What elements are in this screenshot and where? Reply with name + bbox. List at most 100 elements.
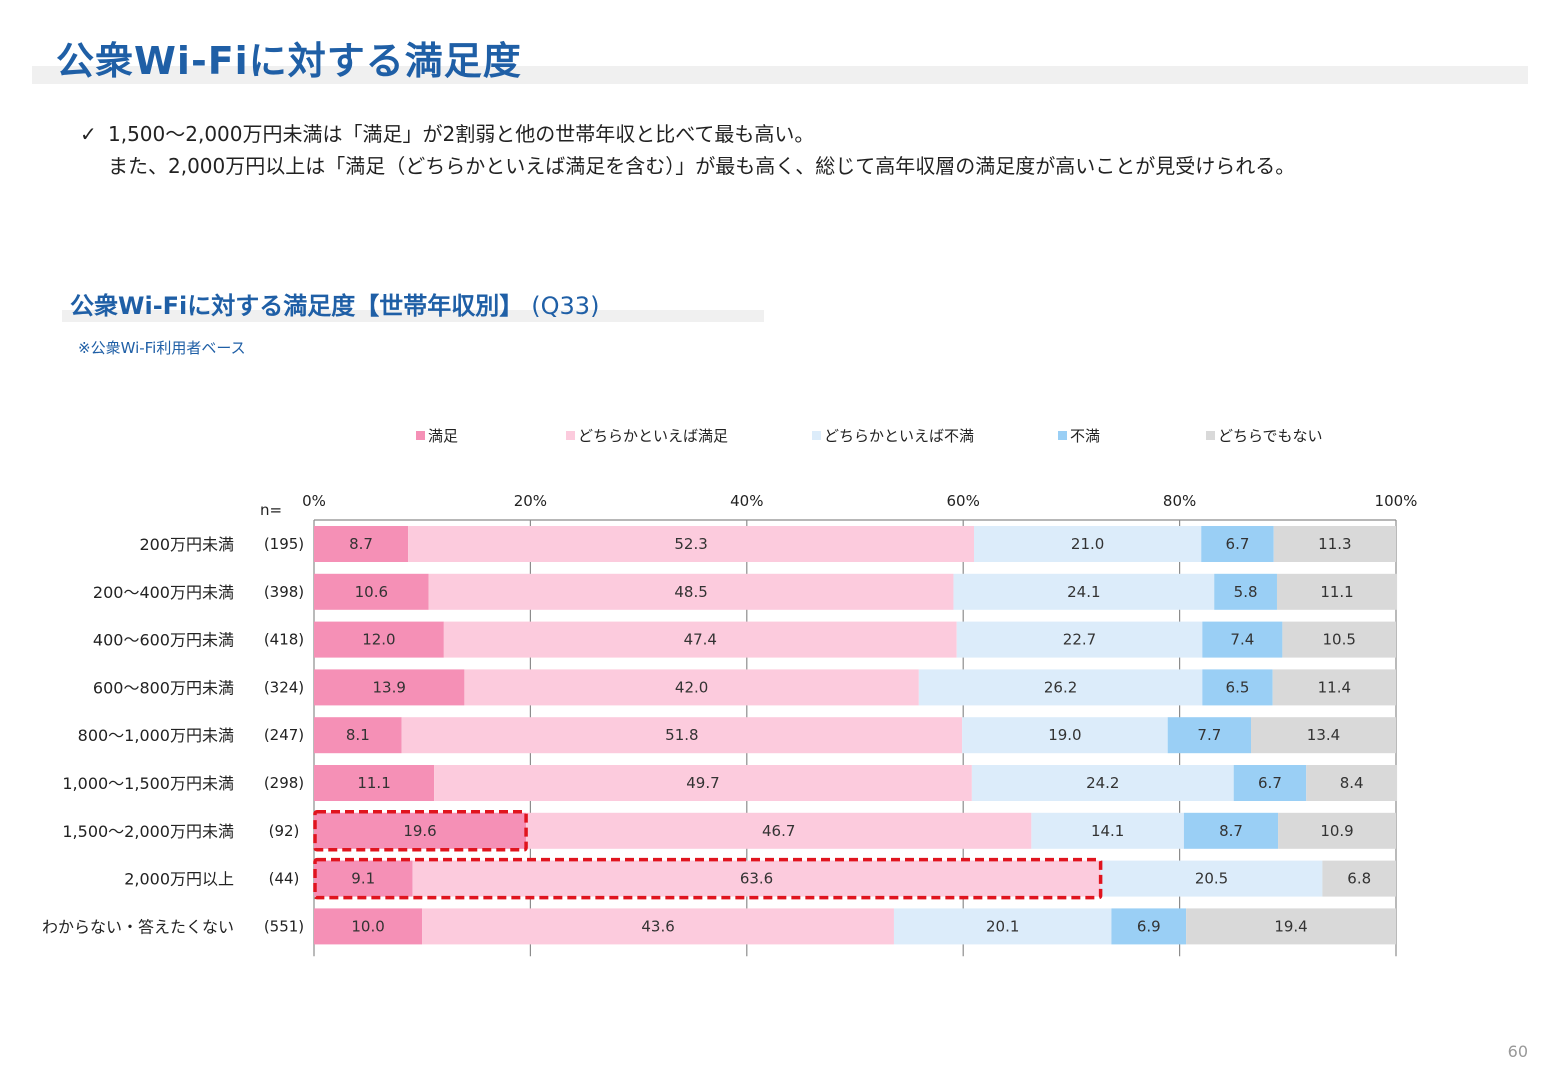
bar-segment	[526, 812, 1032, 849]
data-label: 8.4	[1340, 774, 1364, 792]
bar-segment	[1322, 860, 1396, 897]
bar-segment	[893, 908, 1112, 945]
data-label: 7.7	[1197, 726, 1221, 744]
data-label: 24.1	[1067, 583, 1100, 601]
bar-segment	[1233, 765, 1307, 801]
x-tick-label: 80%	[1163, 492, 1196, 510]
bar-segment	[1201, 526, 1274, 562]
category-label: 800～1,000万円未満	[78, 726, 234, 745]
bar-segment	[314, 860, 413, 897]
data-label: 8.7	[349, 535, 373, 553]
data-label: 19.4	[1274, 917, 1307, 935]
category-label: 600～800万円未満	[93, 678, 234, 697]
page-number: 60	[1507, 1042, 1528, 1061]
data-label: 19.6	[403, 822, 436, 840]
legend-label: 満足	[428, 427, 458, 445]
data-label: 10.0	[351, 917, 384, 935]
data-label: 63.6	[740, 870, 773, 888]
bar-segment	[314, 573, 429, 610]
data-label: 9.1	[351, 870, 375, 888]
data-label: 10.9	[1320, 822, 1353, 840]
data-label: 11.1	[1320, 583, 1353, 601]
bar-segment	[962, 717, 1168, 754]
bar-segment	[1273, 526, 1396, 562]
data-label: 52.3	[674, 535, 707, 553]
data-label: 20.1	[986, 917, 1019, 935]
n-count-label: (195)	[264, 535, 304, 553]
bar-segment	[1276, 573, 1398, 610]
bar-segment	[1282, 621, 1396, 658]
data-label: 6.7	[1258, 774, 1282, 792]
base-note: ※公衆Wi-Fi利用者ベース	[78, 339, 246, 357]
legend-label: どちらでもない	[1218, 427, 1323, 445]
question-code: (Q33)	[531, 292, 600, 320]
data-label: 43.6	[641, 917, 674, 935]
bar-segment	[1272, 669, 1396, 706]
data-label: 11.3	[1318, 535, 1351, 553]
bar-segment	[314, 526, 409, 562]
bar-segment	[314, 908, 423, 945]
bar-segment	[1111, 908, 1187, 945]
data-label: 48.5	[674, 583, 707, 601]
bar-segment	[974, 526, 1202, 562]
bar-segment	[314, 621, 444, 658]
category-label: 2,000万円以上	[124, 870, 234, 889]
bar-segment	[1278, 812, 1396, 849]
stacked-bar-chart: 満足 どちらかといえば満足 どちらかといえば不満 不満 どちらでもない n= 0% 20% 40…	[42, 427, 1417, 957]
chart-title-underline-band	[62, 310, 764, 322]
bar-segment	[464, 669, 919, 706]
category-label: 200～400万円未満	[93, 583, 234, 602]
legend-swatch	[812, 431, 821, 440]
bar-segment	[918, 669, 1203, 706]
chart-title-text: 公衆Wi-Fiに対する満足度【世帯年収別】	[70, 292, 524, 320]
bar-segment	[314, 717, 402, 754]
n-count-label: (298)	[264, 774, 304, 792]
bar-segment	[1306, 765, 1398, 801]
bar-segment	[956, 621, 1203, 658]
bar-segment	[422, 908, 894, 945]
n-count-label: (247)	[264, 726, 304, 744]
x-tick-label: 60%	[947, 492, 980, 510]
legend-swatch	[1058, 431, 1067, 440]
data-label: 7.4	[1230, 631, 1254, 649]
chart-title: 公衆Wi-Fiに対する満足度【世帯年収別】 (Q33)	[70, 286, 599, 321]
page-title: 公衆Wi-Fiに対する満足度	[56, 39, 522, 83]
data-label: 6.7	[1226, 535, 1250, 553]
bar-segment	[428, 573, 954, 610]
legend-label: どちらかといえば不満	[824, 427, 974, 445]
highlight-box	[313, 857, 1103, 900]
data-label: 49.7	[686, 774, 719, 792]
data-label: 47.4	[684, 631, 717, 649]
data-label: 13.9	[372, 678, 405, 696]
n-count-label: (551)	[264, 917, 304, 935]
n-count-label: (324)	[264, 678, 304, 696]
category-label: 400～600万円未満	[93, 631, 234, 650]
category-label: わからない・答えたくない	[42, 917, 234, 936]
summary-line-2: また、2,000万円以上は「満足（どちらかといえば満足を含む）」が最も高く、総じ…	[108, 154, 1296, 178]
data-label: 46.7	[762, 822, 795, 840]
n-header: n=	[260, 501, 282, 519]
bar-segment	[1100, 860, 1323, 897]
data-label: 6.9	[1137, 917, 1161, 935]
data-label: 5.8	[1234, 583, 1258, 601]
bar-segment	[1202, 621, 1283, 658]
highlight-box	[313, 810, 528, 852]
bar-segment	[408, 526, 975, 562]
data-label: 26.2	[1044, 678, 1077, 696]
data-label: 21.0	[1071, 535, 1104, 553]
bar-segment	[434, 765, 972, 801]
legend-swatch	[1206, 431, 1215, 440]
bar-segment	[314, 765, 435, 801]
bar-segment	[314, 669, 465, 706]
check-icon: ✓	[80, 122, 97, 146]
legend-label: どちらかといえば満足	[578, 427, 728, 445]
bar-segment	[314, 812, 527, 849]
data-label: 19.0	[1048, 726, 1081, 744]
legend-swatch	[416, 431, 425, 440]
legend-swatch	[566, 431, 575, 440]
data-label: 20.5	[1195, 870, 1228, 888]
bar-segment	[1202, 669, 1273, 706]
category-label: 1,500～2,000万円未満	[62, 822, 234, 841]
data-label: 6.8	[1347, 870, 1371, 888]
bar-segment	[1251, 717, 1396, 754]
